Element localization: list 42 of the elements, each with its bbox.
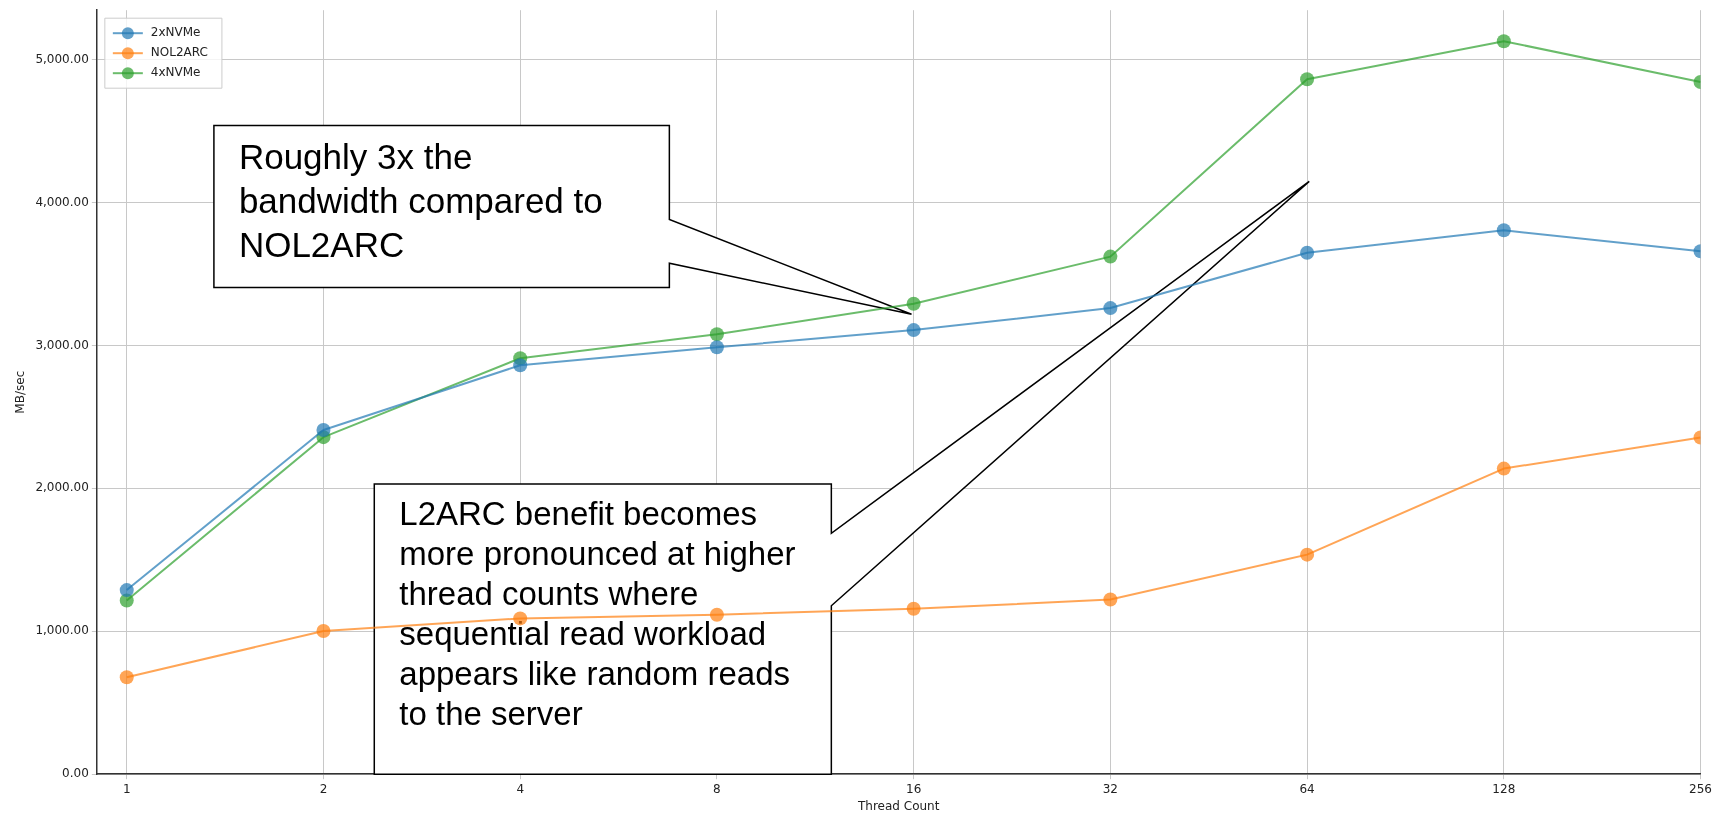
y-axis-title: MB/sec xyxy=(13,370,28,414)
y-tick-label: 1,000.00 xyxy=(35,623,89,638)
point xyxy=(906,601,921,616)
point xyxy=(1103,301,1118,316)
point xyxy=(316,423,331,438)
legend-label: NOL2ARC xyxy=(150,45,208,60)
point xyxy=(1103,592,1118,607)
point xyxy=(1496,34,1511,49)
x-tick-label: 32 xyxy=(1102,781,1119,796)
point xyxy=(906,323,921,338)
annotation: L2ARC benefit becomes more pronounced at higher thread counts where sequential read workload appears like random reads to the server xyxy=(399,494,796,732)
point xyxy=(513,358,528,373)
point xyxy=(1300,547,1315,562)
legend-label: 4xNVMe xyxy=(150,65,201,80)
x-tick-label: 1 xyxy=(122,781,131,796)
legend-label: 2xNVMe xyxy=(150,25,201,40)
y-tick-label: 4,000.00 xyxy=(35,194,89,209)
y-tick-label: 2,000.00 xyxy=(35,480,89,495)
point xyxy=(906,296,921,311)
point xyxy=(1103,249,1118,264)
x-tick-label: 128 xyxy=(1492,781,1516,796)
x-tick-label: 8 xyxy=(713,781,721,796)
point xyxy=(1300,72,1315,87)
point xyxy=(709,607,724,622)
point xyxy=(709,327,724,342)
point xyxy=(709,340,724,355)
point xyxy=(316,623,331,638)
point xyxy=(119,670,134,685)
x-tick-label: 16 xyxy=(906,781,922,796)
point xyxy=(1300,245,1315,260)
point xyxy=(1496,461,1511,476)
point xyxy=(119,583,134,598)
y-tick-label: 5,000.00 xyxy=(35,51,89,66)
x-tick-label: 64 xyxy=(1299,781,1315,796)
annotation: Roughly 3x the bandwidth compared to NOL2ARC xyxy=(238,137,603,265)
point xyxy=(1496,223,1511,238)
x-axis-title: Thread Count xyxy=(856,798,940,813)
y-tick-label: 3,000.00 xyxy=(35,337,89,352)
x-tick-label: 256 xyxy=(1689,781,1712,796)
x-tick-label: 4 xyxy=(516,781,525,796)
y-tick-label: 0.00 xyxy=(62,766,89,781)
x-tick-label: 2 xyxy=(319,781,328,796)
